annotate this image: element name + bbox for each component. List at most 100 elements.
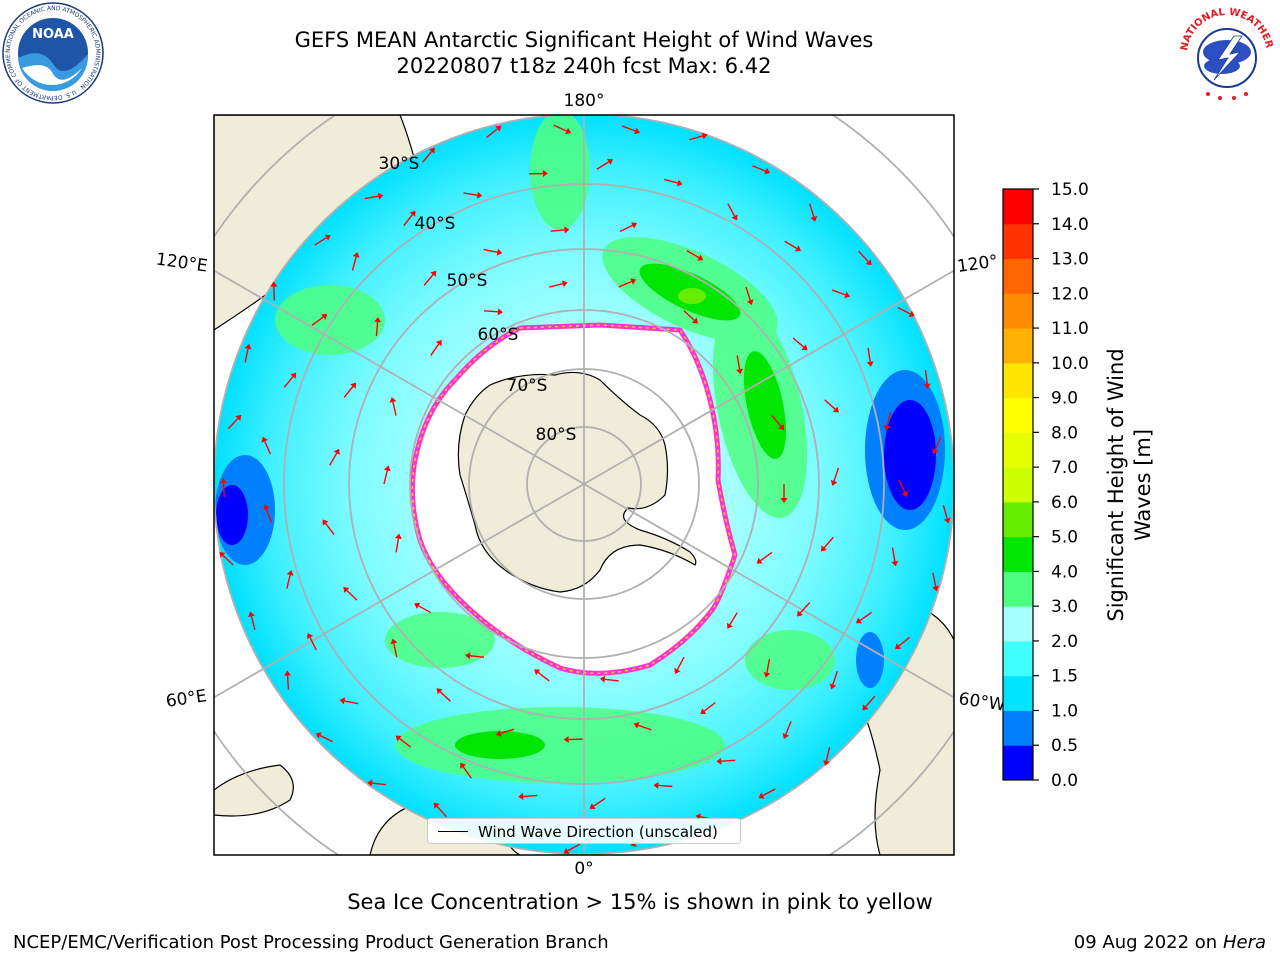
wave-arrow-head — [866, 361, 874, 367]
wave-arrow — [729, 612, 738, 625]
wave-arrow-head — [339, 697, 346, 705]
wave-arrow-head — [270, 281, 278, 287]
wave-arrow-head — [476, 191, 483, 199]
wave-arrow — [244, 348, 249, 363]
wave-arrow-head — [589, 803, 596, 810]
wave-arrow-head — [630, 278, 637, 285]
colorbar-segment — [1003, 536, 1033, 572]
wave-arrow-head — [823, 760, 830, 766]
wave-arrow-head — [782, 732, 790, 739]
lat-label-30s: 30°S — [379, 154, 420, 174]
wave-arrow-head — [395, 735, 402, 742]
wave-arrow — [934, 436, 942, 450]
wave-arrow-head — [377, 192, 384, 200]
colorbar: 0.0 0.5 1.0 1.5 2.0 3.0 4.0 5.0 6.0 7.0 8.0 9.0 10.0… — [1002, 180, 1089, 791]
sea-ice-note: Sea Ice Concentration > 15% is shown in … — [347, 890, 933, 914]
legend-line-swatch — [438, 831, 468, 832]
wave-arrow — [329, 452, 338, 466]
colorbar-segment — [1003, 223, 1033, 260]
wave-arrow-head — [409, 210, 416, 217]
colorbar-tick-label: 13.0 — [1051, 250, 1089, 270]
wave-arrow — [858, 250, 869, 263]
wave-arrow — [523, 794, 538, 798]
colorbar-segment — [1003, 675, 1033, 711]
wave-arrow — [831, 289, 846, 296]
wave-arrow — [319, 734, 333, 743]
colorbar-tick-label: 10.0 — [1051, 354, 1089, 374]
wave-arrow-head — [901, 491, 909, 498]
wave-arrow — [658, 784, 673, 788]
wave-arrow — [859, 611, 873, 621]
colorbar-segment — [1003, 432, 1033, 468]
wave-arrow — [314, 237, 327, 246]
wave-arrow-head — [324, 234, 331, 241]
wave-arrow — [762, 788, 776, 797]
colorbar-tick-label: 8.0 — [1051, 423, 1078, 443]
wave-arrow-head — [248, 611, 255, 618]
wave-arrow — [891, 547, 896, 562]
wave-arrow — [683, 310, 695, 321]
wave-arrow — [250, 616, 256, 631]
wave-arrow-head — [350, 382, 357, 389]
wave-arrow-head — [414, 602, 421, 609]
wave-arrow-head — [726, 622, 733, 629]
wave-arrow — [549, 283, 564, 288]
lon-label-60e: 60°E — [165, 686, 208, 711]
wave-arrow-head — [634, 127, 640, 135]
wave-arrow-head — [496, 248, 503, 256]
colorbar-segment — [1003, 745, 1033, 781]
wave-arrow — [351, 256, 357, 271]
wave-arrow-head — [691, 317, 699, 324]
colorbar-tick-label: 9.0 — [1051, 389, 1078, 409]
wave-arrow-head — [756, 557, 763, 564]
run-date: 09 Aug 2022 on Hera — [1073, 932, 1266, 953]
svg-text:NOAA: NOAA — [32, 27, 74, 42]
wave-arrow — [686, 250, 700, 259]
wave-arrow — [395, 538, 400, 553]
wave-arrow-head — [235, 414, 242, 421]
wave-arrow — [375, 321, 379, 336]
wave-arrow — [721, 759, 736, 762]
colorbar-tick-label: 3.0 — [1051, 597, 1078, 617]
wave-arrow-head — [794, 245, 802, 252]
lat-label-60s: 60°S — [478, 325, 519, 345]
wave-arrow — [897, 306, 911, 315]
colorbar-segment — [1003, 328, 1033, 364]
colorbar-tick-label: 7.0 — [1051, 458, 1078, 478]
wave-arrow — [727, 203, 736, 217]
colorbar-tick-label: 12.0 — [1051, 284, 1089, 304]
wave-arrow-head — [263, 504, 270, 511]
wave-arrow — [638, 724, 652, 731]
colorbar-tick-label: 14.0 — [1051, 215, 1089, 235]
wave-arrow — [832, 671, 838, 685]
wave-arrow — [436, 805, 447, 818]
wave-arrow — [393, 643, 398, 658]
colorbar-label-line1: Significant Height of Wind — [1104, 348, 1128, 621]
wave-arrow-head — [534, 669, 541, 676]
colorbar-segment — [1003, 606, 1033, 642]
wave-arrow — [618, 280, 632, 288]
wave-arrow-head — [763, 672, 771, 678]
lon-label-120w: 120° — [956, 251, 999, 277]
wind-wave-arrows — [219, 124, 951, 854]
wave-arrow — [809, 203, 815, 218]
colorbar-tick-label: 15.0 — [1051, 180, 1089, 200]
wave-arrow — [784, 240, 798, 249]
lon-label-180: 180° — [564, 91, 605, 111]
wave-arrow-head — [436, 688, 443, 695]
lat-label-80s: 80°S — [536, 425, 577, 445]
wave-arrow — [771, 415, 782, 427]
wave-arrow — [430, 343, 440, 356]
colorbar-segment — [1003, 710, 1033, 746]
colorbar-segment — [1003, 362, 1033, 399]
wave-arrow-head — [430, 270, 437, 277]
wave-arrow-head — [495, 125, 502, 132]
wave-arrow-head — [865, 259, 872, 266]
wave-arrow — [736, 355, 741, 370]
wave-arrow-head — [633, 722, 640, 729]
wave-arrow-head — [284, 670, 292, 676]
colorbar-tick-label: 1.5 — [1051, 667, 1078, 687]
wave-arrow — [593, 797, 606, 807]
wave-arrow — [621, 125, 636, 132]
wave-arrow-head — [286, 570, 294, 576]
